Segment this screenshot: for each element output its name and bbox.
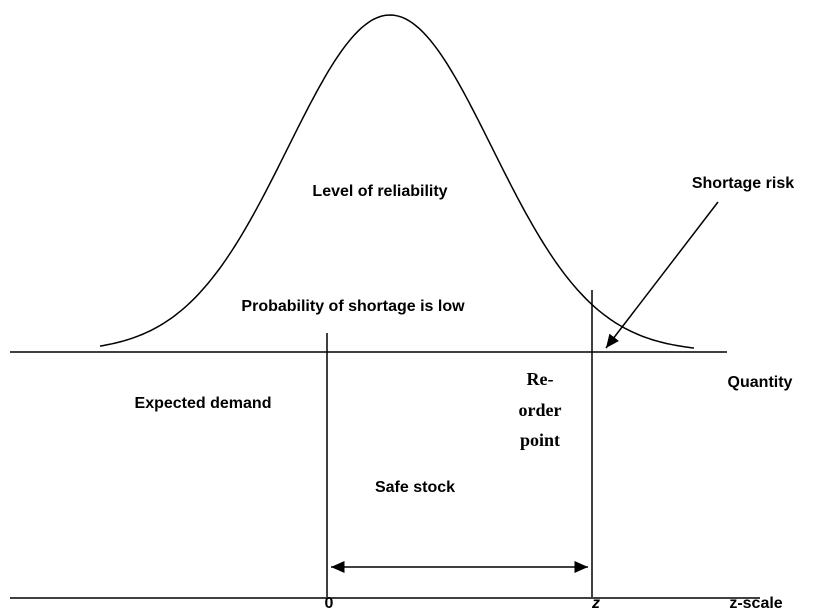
label: Quantity	[728, 374, 793, 391]
label: Level of reliability	[312, 183, 447, 200]
label: Safe stock	[375, 479, 455, 496]
label: point	[520, 430, 560, 450]
label: Re-	[527, 369, 554, 389]
label: z-scale	[729, 595, 782, 610]
label: z	[591, 595, 600, 610]
label: Probability of shortage is low	[241, 298, 465, 315]
label: 0	[325, 595, 334, 610]
label: order	[519, 400, 562, 420]
shortage-risk-arrow	[605, 201, 719, 349]
label: Expected demand	[135, 395, 272, 412]
bell-curve	[99, 14, 695, 349]
label: Shortage risk	[692, 175, 794, 192]
